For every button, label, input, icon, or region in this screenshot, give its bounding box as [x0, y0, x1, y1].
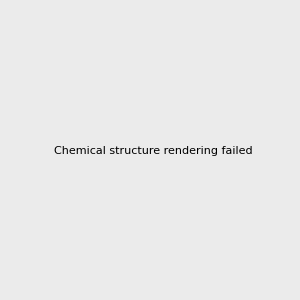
Text: Chemical structure rendering failed: Chemical structure rendering failed: [54, 146, 253, 157]
